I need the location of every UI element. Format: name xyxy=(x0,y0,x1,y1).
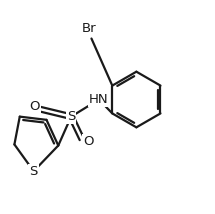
Text: HN: HN xyxy=(89,93,109,106)
Text: O: O xyxy=(29,101,40,113)
Text: S: S xyxy=(67,110,75,123)
Text: S: S xyxy=(29,165,38,178)
Text: Br: Br xyxy=(82,22,97,35)
Text: O: O xyxy=(83,135,94,148)
